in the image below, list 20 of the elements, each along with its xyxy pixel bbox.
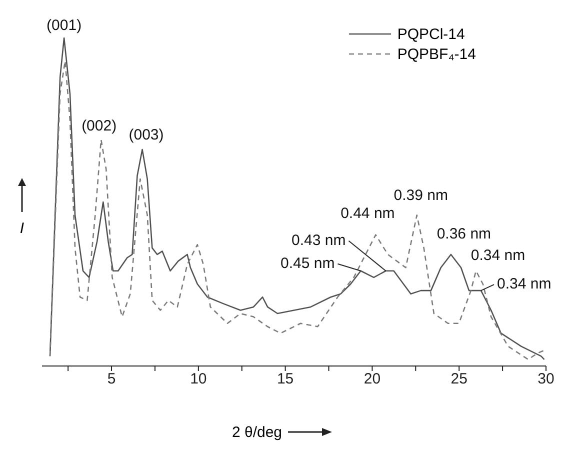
x-tick-label: 10 — [190, 370, 207, 388]
annotation: 0.34 nm — [470, 246, 526, 264]
legend-label: PQPBF₄-14 — [397, 46, 476, 62]
annotation: (002) — [82, 118, 117, 135]
x-axis-title: 2 θ/deg — [232, 424, 282, 441]
y-axis-title: I — [18, 220, 26, 237]
annotation: 0.36 nm — [436, 225, 492, 242]
annotation: 0.45 nm — [280, 254, 335, 272]
annotation: (001) — [46, 17, 82, 34]
annotation: 0.39 nm — [394, 187, 448, 204]
x-tick-label: 5 — [107, 370, 116, 388]
x-tick-label: 20 — [364, 370, 381, 388]
legend-label: PQPCl-14 — [397, 26, 465, 42]
annotation: 0.43 nm — [292, 232, 346, 249]
annotation: 0.44 nm — [340, 204, 395, 222]
annotation: (003) — [128, 126, 164, 144]
x-tick-label: 30 — [538, 370, 554, 388]
x-tick-label: 25 — [450, 370, 468, 388]
x-tick-label: 15 — [276, 370, 294, 388]
annotation: 0.34 nm — [497, 276, 552, 293]
